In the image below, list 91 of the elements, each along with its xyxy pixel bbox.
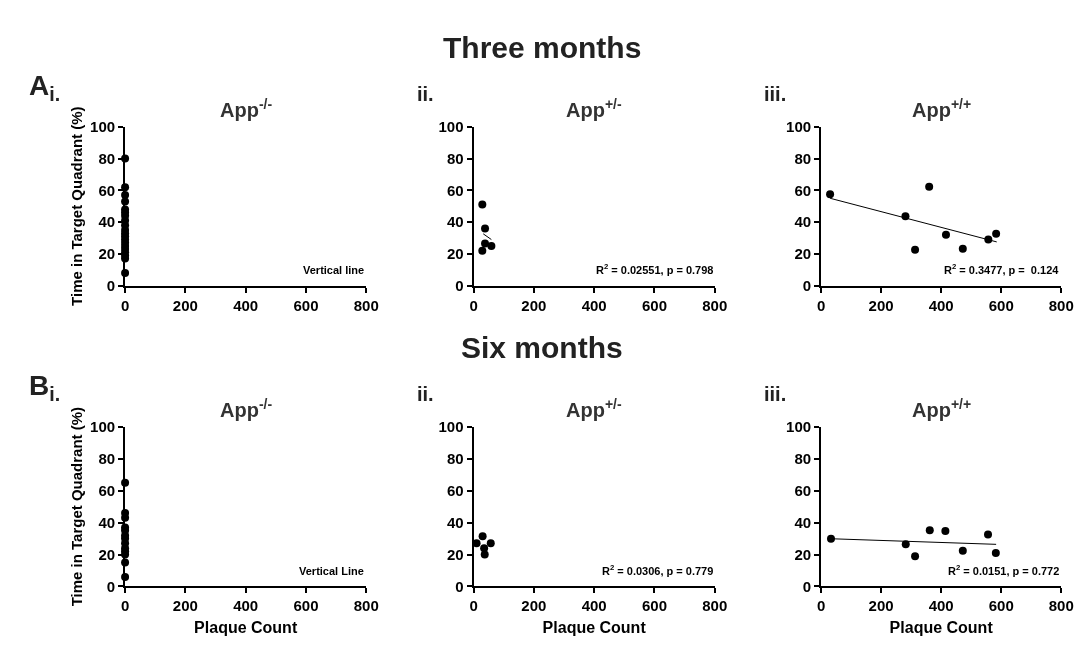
x-tick-label: 0 [816,597,826,615]
annotation: R$^{2}$ = 0.0306, p = 0.779 [602,563,714,577]
y-tick-label: 60 [98,481,116,499]
x-tick-label: 400 [581,597,607,615]
text: ii. [417,383,434,405]
x-tick-label: 200 [868,296,894,314]
x-tick-label: 600 [641,597,667,615]
x-tick-label: 400 [233,597,259,615]
x-tick-label: 200 [521,296,547,314]
x-tick-label: 0 [120,597,130,615]
x-tick-label: 400 [581,296,607,314]
x-axis-title: Plaque Count [889,618,994,636]
x-tick-label: 600 [988,597,1014,615]
y-tick-label: 80 [794,149,812,167]
x-tick-label: 0 [816,296,826,314]
x-tick-label: 200 [172,296,198,314]
text: iii. [764,83,787,105]
y-tick-label: 0 [106,276,116,294]
x-tick-label: 800 [353,296,379,314]
y-tick-label: 60 [446,181,464,199]
text: ii. [417,83,434,105]
x-tick-label: 200 [868,597,894,615]
y-tick-label: 100 [438,418,464,436]
y-tick-label: 0 [802,577,812,595]
annotation: Vertical Line [299,565,364,577]
x-tick-label: 200 [172,597,198,615]
y-tick-label: 80 [98,449,116,467]
y-tick-label: 80 [446,449,464,467]
x-tick-label: 800 [702,597,728,615]
x-tick-label: 0 [469,597,478,615]
text: Three months [443,31,642,64]
y-tick-label: 40 [794,213,812,231]
y-tick-label: 40 [446,213,464,231]
x-tick-label: 600 [293,597,319,615]
x-tick-label: 600 [988,296,1014,314]
y-tick-label: 80 [794,449,812,467]
chart-title: App$^{+/+}$ [912,96,972,122]
x-tick-label: 0 [120,296,130,314]
chart-title: App$^{-/-}$ [220,96,273,122]
x-tick-label: 600 [641,296,667,314]
y-tick-label: 40 [98,513,116,531]
x-tick-label: 400 [233,296,259,314]
y-tick-label: 40 [98,213,116,231]
x-tick-label: 800 [1048,597,1074,615]
y-tick-label: 40 [794,513,812,531]
y-tick-label: 60 [98,181,116,199]
y-tick-label: 100 [90,418,116,436]
y-tick-label: 0 [106,577,116,595]
x-tick-label: 800 [1048,296,1074,314]
y-tick-label: 20 [794,245,812,263]
x-tick-label: 800 [702,296,728,314]
x-axis-title: Plaque Count [542,618,647,636]
y-tick-label: 20 [98,545,116,563]
annotation: Vertical line [303,264,365,276]
y-axis-title: Time in Target Quadrant (%) [67,106,85,306]
y-tick-label: 100 [438,118,464,136]
x-tick-label: 800 [353,597,379,615]
annotation: R$^{2}$ = 0.02551, p = 0.798 [596,262,714,276]
text: iii. [764,383,787,405]
y-axis-title: Time in Target Quadrant (%) [67,406,85,607]
x-tick-label: 400 [928,296,954,314]
y-tick-label: 20 [794,545,812,563]
chart-title: App$^{+/-}$ [566,396,622,422]
annotation: R$^{2}$ = 0.3477, p = 0.124 [944,262,1060,276]
x-tick-label: 400 [928,597,954,615]
y-tick-label: 40 [446,513,464,531]
y-tick-label: 80 [446,149,464,167]
y-tick-label: 60 [794,181,812,199]
chart-title: App$^{+/-}$ [566,96,622,122]
x-axis-title: Plaque Count [194,618,298,636]
chart-title: App$^{-/-}$ [220,396,273,422]
y-tick-label: 100 [90,118,116,136]
text: A$_{i.}$ [29,70,61,105]
y-tick-label: 20 [446,545,464,563]
x-tick-label: 0 [469,296,478,314]
text: Six months [461,331,623,364]
chart-title: App$^{+/+}$ [912,396,972,422]
y-tick-label: 0 [802,276,812,294]
y-tick-label: 0 [455,276,464,294]
x-tick-label: 600 [293,296,319,314]
y-tick-label: 60 [446,481,464,499]
y-tick-label: 0 [455,577,464,595]
y-tick-label: 80 [98,149,116,167]
y-tick-label: 100 [786,118,812,136]
annotation: R$^{2}$ = 0.0151, p = 0.772 [948,563,1060,577]
text: B$_{i.}$ [29,370,61,405]
y-tick-label: 20 [446,245,464,263]
x-tick-label: 200 [521,597,547,615]
y-tick-label: 60 [794,481,812,499]
y-tick-label: 100 [786,418,812,436]
y-tick-label: 20 [98,245,116,263]
